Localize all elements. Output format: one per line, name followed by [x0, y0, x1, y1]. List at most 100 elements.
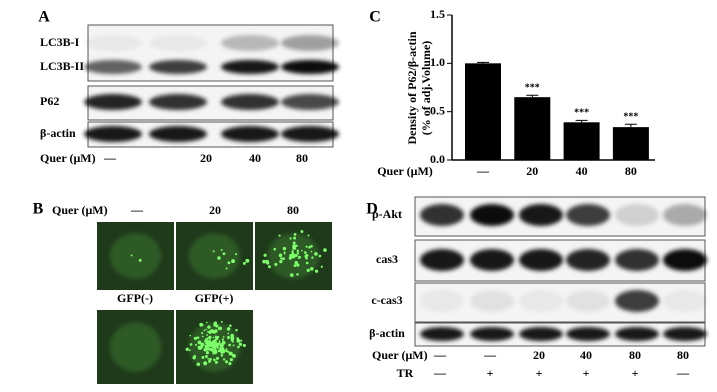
lane-label: —: [130, 203, 144, 217]
puncta: [196, 362, 201, 367]
panel-label: A: [38, 9, 50, 26]
error-bar: [526, 94, 539, 98]
band: [663, 204, 707, 226]
puncta: [303, 251, 307, 254]
puncta: [214, 335, 218, 338]
band: [615, 327, 659, 341]
puncta: [280, 257, 283, 260]
puncta: [309, 266, 314, 271]
puncta: [206, 334, 209, 336]
puncta: [262, 259, 267, 264]
significance: ***: [574, 108, 589, 119]
puncta: [214, 348, 217, 350]
puncta: [218, 326, 222, 331]
lane-label: +: [632, 366, 639, 380]
puncta: [207, 325, 211, 329]
lane-label: —: [103, 151, 117, 165]
puncta: [213, 321, 217, 325]
lane-label: —: [433, 366, 447, 380]
puncta: [266, 261, 270, 265]
band: [470, 249, 514, 271]
puncta: [273, 247, 277, 251]
puncta: [226, 350, 229, 353]
puncta: [225, 348, 228, 351]
x-tick-label: 20: [526, 164, 538, 178]
puncta: [310, 245, 313, 248]
puncta: [308, 245, 311, 249]
row-label: β-actin: [369, 326, 405, 340]
puncta: [238, 342, 243, 346]
axis-label: Quer (μM): [52, 203, 108, 217]
y-axis-title-line: (% of adj.Volume): [419, 41, 433, 136]
puncta: [200, 345, 204, 349]
puncta: [205, 344, 208, 347]
y-tick-label: 1.5: [430, 7, 445, 21]
puncta: [210, 349, 214, 352]
axis-label: Quer (μM): [372, 348, 428, 362]
puncta: [197, 345, 201, 349]
puncta: [229, 324, 232, 327]
puncta: [201, 335, 204, 338]
lane-label: 20: [200, 151, 212, 165]
band: [221, 60, 279, 74]
puncta: [228, 351, 233, 356]
cell-glow: [109, 233, 162, 279]
lane-label: —: [483, 348, 497, 362]
band: [149, 94, 207, 110]
row-label: cas3: [376, 252, 398, 266]
gfp-label: GFP(+): [195, 291, 234, 305]
error-bar: [477, 61, 489, 64]
band: [663, 327, 707, 341]
puncta: [235, 328, 238, 332]
x-tick-label: 40: [576, 164, 588, 178]
lane-label: 80: [296, 151, 308, 165]
band: [281, 35, 339, 51]
puncta: [278, 234, 281, 237]
puncta: [201, 356, 205, 359]
x-axis-title: Quer (μM): [377, 164, 433, 178]
puncta: [305, 253, 309, 257]
puncta: [242, 344, 246, 348]
row-label: p-Akt: [372, 207, 402, 221]
puncta: [203, 329, 206, 332]
puncta: [216, 345, 219, 348]
puncta: [207, 357, 210, 360]
puncta: [206, 347, 211, 351]
puncta: [320, 265, 323, 268]
puncta: [209, 344, 212, 348]
lane-label: 20: [209, 203, 221, 217]
puncta: [206, 341, 209, 344]
puncta: [213, 341, 217, 344]
y-tick-label: 0.0: [430, 152, 445, 166]
lane-label: +: [487, 366, 494, 380]
puncta: [240, 339, 243, 342]
puncta: [220, 320, 223, 323]
band: [84, 94, 142, 110]
puncta: [228, 362, 232, 366]
puncta: [263, 253, 267, 257]
puncta: [293, 264, 297, 268]
puncta: [295, 254, 298, 257]
band: [221, 94, 279, 110]
puncta: [323, 248, 327, 252]
puncta: [220, 249, 223, 252]
puncta: [185, 347, 189, 351]
puncta: [222, 252, 226, 256]
puncta: [200, 342, 205, 347]
bar: [514, 97, 551, 160]
puncta: [227, 261, 231, 265]
puncta: [130, 254, 133, 257]
puncta: [138, 258, 142, 262]
puncta: [228, 343, 231, 347]
puncta: [315, 252, 318, 255]
puncta: [196, 336, 200, 339]
puncta: [212, 250, 215, 253]
puncta: [305, 256, 308, 260]
puncta: [218, 340, 221, 343]
puncta: [230, 336, 235, 341]
puncta: [189, 334, 192, 337]
band: [470, 204, 514, 226]
lane-label: +: [536, 366, 543, 380]
band: [615, 249, 659, 271]
row-label: LC3B-II: [40, 59, 84, 73]
